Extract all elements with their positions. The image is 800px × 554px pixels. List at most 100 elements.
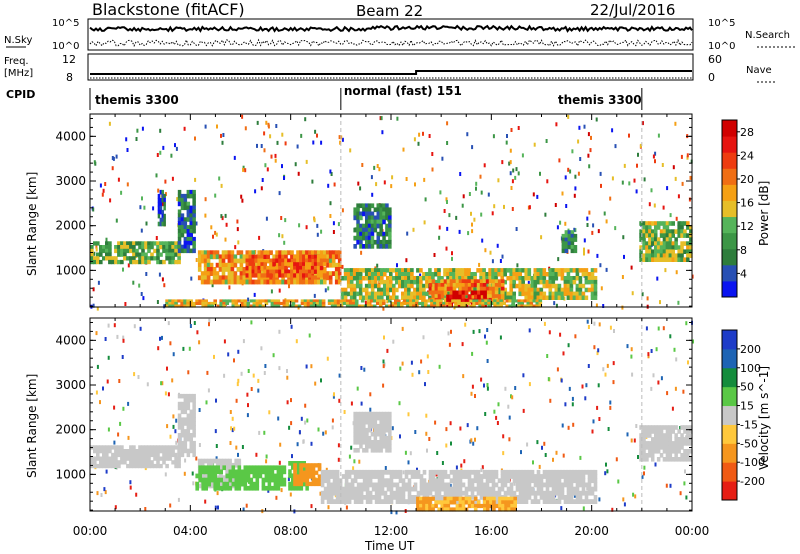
echo-cell: [370, 276, 375, 281]
echo-cell: [494, 490, 499, 496]
echo-cell: [222, 458, 226, 464]
echo-cell: [689, 249, 693, 254]
echo-cell: [642, 453, 646, 458]
noise-cell: [207, 388, 210, 393]
echo-cell: [144, 256, 148, 261]
echo-cell: [398, 490, 403, 496]
echo-cell: [183, 304, 187, 308]
echo-cell: [470, 287, 474, 293]
cpid-label: CPID: [6, 88, 35, 101]
noise-cell: [582, 506, 585, 511]
echo-cell: [165, 245, 169, 250]
noise-cell: [274, 153, 277, 158]
echo-cell: [302, 269, 306, 274]
noise-cell: [606, 363, 609, 368]
noise-cell: [626, 344, 629, 349]
echo-cell: [458, 496, 463, 501]
echo-cell: [659, 453, 664, 458]
echo-cell: [255, 465, 260, 471]
echo-cell: [206, 275, 211, 281]
noise-cell: [115, 218, 118, 223]
noise-cell: [401, 326, 404, 331]
echo-cell: [162, 241, 166, 246]
noise-cell: [561, 191, 564, 196]
echo-cell: [524, 490, 529, 496]
echo-cell: [380, 469, 385, 475]
echo-cell: [564, 248, 569, 254]
echo-cell: [380, 268, 384, 273]
echo-cell: [263, 273, 267, 278]
echo-cell: [290, 273, 294, 278]
echo-cell: [293, 269, 297, 274]
echo-cell: [461, 469, 466, 475]
noise-cell: [446, 226, 449, 231]
echo-cell: [524, 276, 528, 281]
noise-cell: [623, 502, 626, 507]
echo-cell: [353, 495, 358, 500]
echo-cell: [364, 272, 369, 277]
echo-cell: [287, 279, 291, 285]
echo-cell: [334, 267, 339, 272]
echo-cell: [379, 427, 383, 433]
echo-cell: [467, 503, 472, 509]
echo-cell: [219, 477, 223, 483]
echo-cell: [147, 241, 151, 246]
echo-cell: [486, 507, 490, 512]
echo-cell: [662, 245, 667, 250]
echo-cell: [563, 279, 568, 285]
echo-cell: [449, 290, 454, 295]
echo-cell: [243, 477, 248, 483]
echo-cell: [668, 429, 673, 434]
echo-cell: [233, 254, 238, 260]
echo-cell: [536, 469, 541, 475]
echo-cell: [494, 286, 499, 291]
echo-cell: [380, 490, 385, 496]
echo-cell: [203, 262, 208, 268]
noise-cell: [364, 300, 367, 305]
noise-cell: [557, 257, 560, 262]
echo-cell: [584, 495, 589, 500]
echo-cell: [379, 423, 383, 429]
noise-cell: [228, 285, 231, 290]
echo-cell: [147, 248, 151, 254]
echo-cell: [325, 262, 330, 268]
echo-cell: [654, 249, 658, 254]
echo-cell: [157, 201, 161, 207]
echo-cell: [192, 405, 196, 411]
echo-cell: [491, 478, 496, 484]
echo-cell: [108, 456, 112, 461]
noise-cell: [470, 391, 473, 396]
echo-cell: [383, 478, 388, 484]
echo-cell: [192, 301, 196, 305]
echo-cell: [225, 299, 229, 303]
echo-cell: [222, 462, 226, 468]
echo-cell: [332, 474, 337, 479]
echo-cell: [593, 287, 598, 293]
echo-cell: [449, 294, 453, 300]
noise-cell: [288, 284, 290, 289]
echo-cell: [359, 423, 363, 429]
echo-cell: [668, 221, 673, 226]
echo-cell: [570, 241, 575, 246]
noise-cell: [195, 221, 198, 226]
echo-cell: [201, 477, 205, 483]
echo-cell: [419, 490, 424, 496]
echo-cell: [557, 474, 562, 479]
echo-cell: [590, 268, 595, 273]
echo-cell: [367, 440, 372, 445]
echo-cell: [270, 301, 275, 305]
echo-cell: [171, 256, 175, 261]
echo-cell: [347, 482, 352, 488]
echo-cell: [518, 268, 522, 273]
echo-cell: [686, 425, 690, 430]
echo-cell: [266, 279, 270, 285]
echo-cell: [489, 496, 493, 501]
echo-cell: [320, 469, 325, 475]
echo-cell: [230, 275, 235, 281]
noise-cell: [331, 425, 334, 430]
noise-cell: [329, 169, 332, 174]
echo-cell: [201, 299, 205, 303]
echo-cell: [177, 229, 182, 234]
echo-cell: [500, 294, 505, 299]
echo-cell: [443, 486, 448, 492]
